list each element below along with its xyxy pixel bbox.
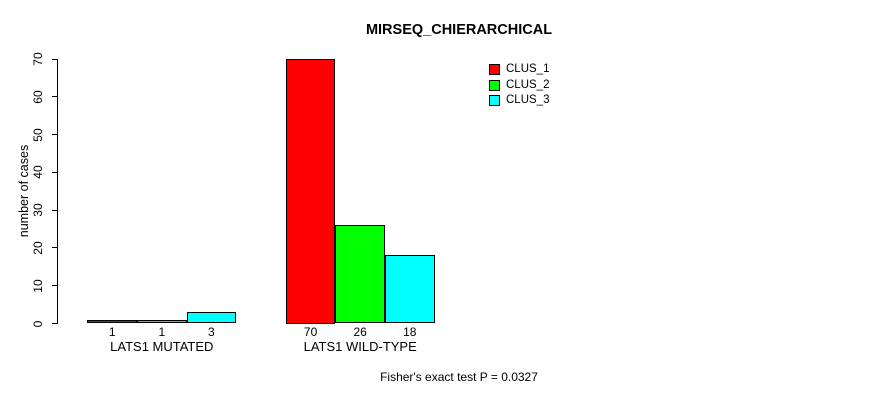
bar-value-label: 1 <box>108 325 116 339</box>
bar-value-label: 1 <box>158 325 166 339</box>
legend-swatch-clus_1 <box>489 64 500 75</box>
bar-value-label: 3 <box>208 325 215 339</box>
legend-label: CLUS_2 <box>506 78 550 91</box>
y-axis-line <box>57 59 58 324</box>
chart-title: MIRSEQ_CHIERARCHICAL <box>365 22 553 38</box>
bar-clus_3 <box>186 312 237 324</box>
category-label: LATS1 WILD-TYPE <box>303 338 417 354</box>
y-tick-label: 40 <box>31 165 45 180</box>
y-tick-label: 20 <box>31 241 45 255</box>
y-tick-label: 50 <box>31 127 45 142</box>
y-tick-label: 10 <box>31 279 45 293</box>
bar-clus_1 <box>87 319 137 324</box>
bar-clus_2 <box>137 319 187 324</box>
y-tick-label: 30 <box>31 203 45 217</box>
bar-value-label: 26 <box>353 325 367 339</box>
legend-swatch-clus_3 <box>489 95 500 106</box>
bar-value-label: 18 <box>403 325 417 339</box>
legend: CLUS_1 CLUS_2 CLUS_3 <box>489 63 550 106</box>
y-tick-label: 60 <box>31 90 45 104</box>
legend-row: CLUS_3 <box>489 94 550 106</box>
y-tick-mark <box>52 171 57 173</box>
y-tick-mark <box>52 323 57 324</box>
y-tick-mark <box>52 247 57 249</box>
y-axis-title: number of cases <box>17 144 31 238</box>
legend-label: CLUS_1 <box>506 63 550 75</box>
y-tick-label: 0 <box>31 320 45 327</box>
legend-label: CLUS_3 <box>506 94 550 106</box>
bar-clus_3 <box>385 255 435 324</box>
stat-annotation: Fisher's exact test P = 0.0327 <box>380 370 538 384</box>
y-tick-mark <box>52 209 57 211</box>
legend-row: CLUS_1 <box>489 63 550 75</box>
y-tick-label: 70 <box>31 52 45 66</box>
legend-swatch-clus_2 <box>489 79 500 91</box>
bar-clus_2 <box>335 225 385 324</box>
category-label: LATS1 MUTATED <box>110 338 214 354</box>
y-tick-mark <box>52 58 57 60</box>
y-tick-mark <box>52 96 57 98</box>
y-tick-mark <box>52 285 57 287</box>
bar-value-label: 70 <box>303 325 318 339</box>
legend-row: CLUS_2 <box>489 78 550 91</box>
y-tick-mark <box>52 134 57 136</box>
bar-clus_1 <box>285 59 336 324</box>
